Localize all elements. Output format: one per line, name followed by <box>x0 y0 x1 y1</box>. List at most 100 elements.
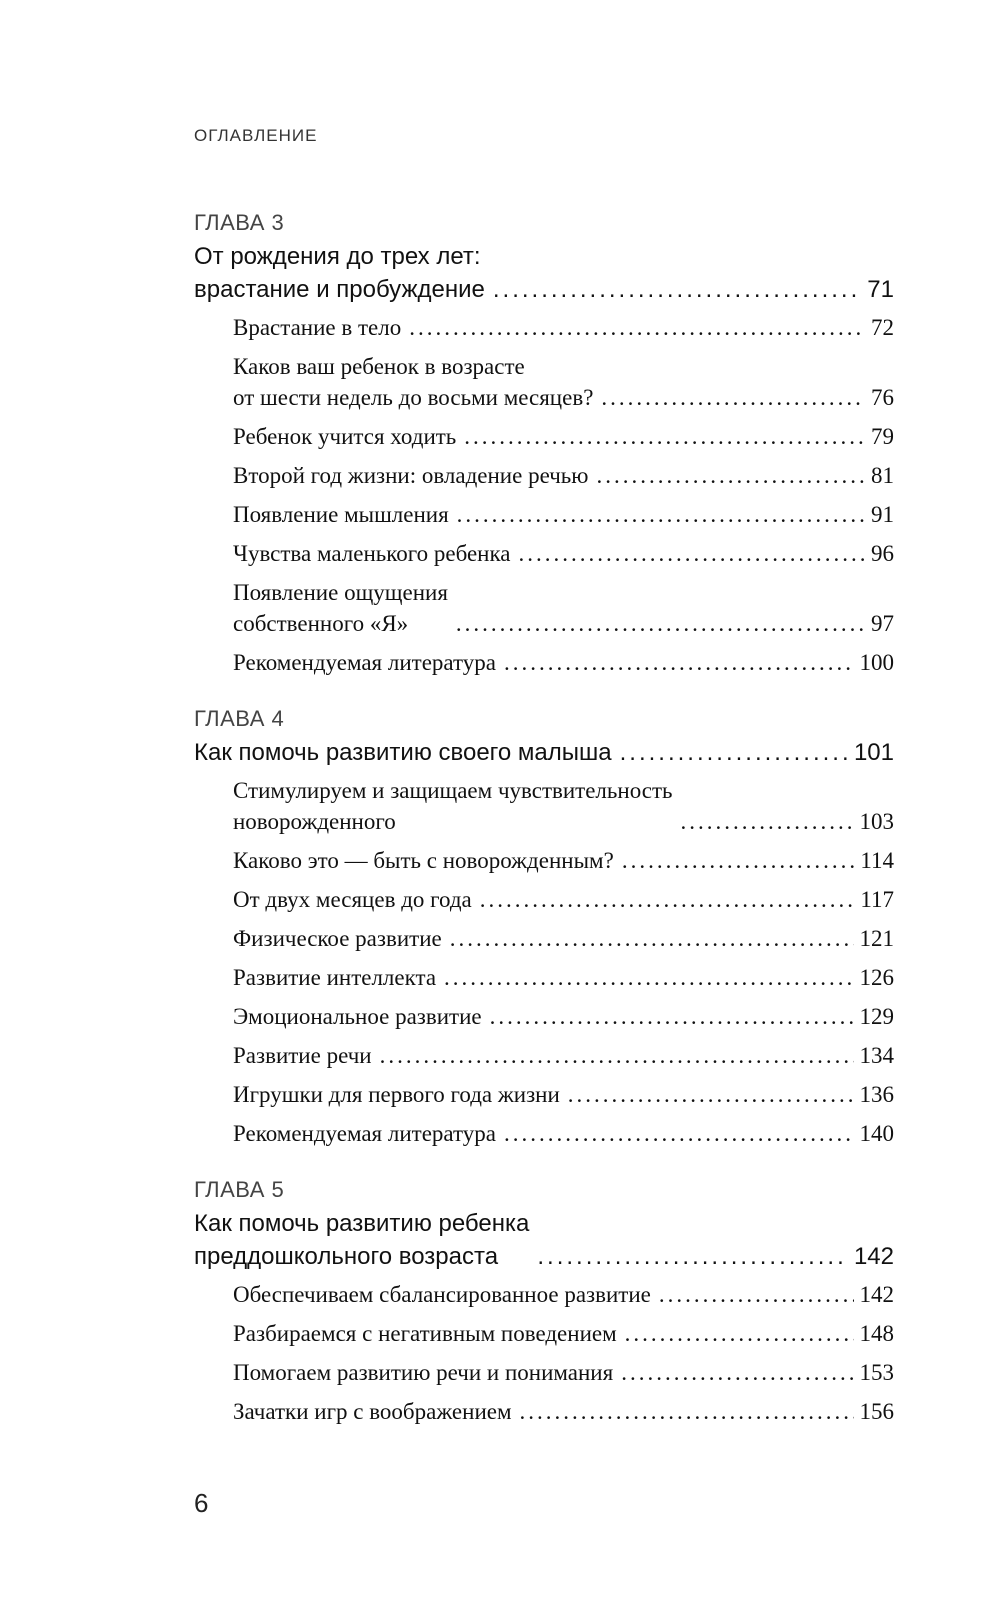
dot-leader <box>568 1079 854 1110</box>
entry-title: Зачатки игр с воображением <box>233 1399 512 1424</box>
entry-page: 103 <box>859 809 895 834</box>
entry-title: Эмоциональное развитие <box>233 1004 482 1029</box>
entry-page: 91 <box>871 502 894 527</box>
entry-page: 117 <box>860 887 894 912</box>
entry-page: 156 <box>859 1399 895 1424</box>
entry-page: 126 <box>859 965 895 990</box>
section-entry[interactable]: Чувства маленького ребенка 96 <box>194 538 894 569</box>
entry-title: От рождения до трех лет: врастание и про… <box>194 243 485 303</box>
section-entry[interactable]: Развитие речи 134 <box>194 1040 894 1071</box>
dot-leader <box>622 845 855 876</box>
section-entry[interactable]: Физическое развитие 121 <box>194 923 894 954</box>
entry-page: 134 <box>859 1043 895 1068</box>
chapter-entry[interactable]: Как помочь развитию ребенка преддошкольн… <box>194 1207 894 1273</box>
entry-page: 136 <box>859 1082 895 1107</box>
entry-title: Как помочь развитию ребенка преддошкольн… <box>194 1210 530 1270</box>
section-entry[interactable]: Рекомендуемая литература 140 <box>194 1118 894 1149</box>
entry-page: 79 <box>871 424 894 449</box>
entry-title: Чувства маленького ребенка <box>233 541 511 566</box>
entry-title: Помогаем развитию речи и понимания <box>233 1360 614 1385</box>
entry-page: 129 <box>859 1004 895 1029</box>
section-entry[interactable]: Каков ваш ребенок в возрасте от шести не… <box>194 351 894 413</box>
chapter: ГЛАВА 5 Как помочь развитию ребенка предд… <box>194 1173 894 1427</box>
entry-page: 140 <box>859 1121 895 1146</box>
chapter: ГЛАВА 3 От рождения до трех лет: врастани… <box>194 206 894 678</box>
dot-leader <box>409 312 865 343</box>
entry-page: 72 <box>871 315 894 340</box>
section-entry[interactable]: Рекомендуемая литература 100 <box>194 647 894 678</box>
entry-title: Врастание в тело <box>233 315 402 340</box>
dot-leader <box>601 382 865 413</box>
entry-page: 101 <box>853 739 894 766</box>
entry-page: 114 <box>860 848 894 873</box>
dot-leader <box>493 273 861 306</box>
entry-page: 148 <box>859 1321 895 1346</box>
entry-title: Как помочь развитию своего малыша <box>194 739 612 766</box>
entry-title: Игрушки для первого года жизни <box>233 1082 560 1107</box>
section-entry[interactable]: Ребенок учится ходить 79 <box>194 421 894 452</box>
chapter: ГЛАВА 4 Как помочь развитию своего малыша… <box>194 702 894 1149</box>
section-entry[interactable]: Развитие интеллекта 126 <box>194 962 894 993</box>
entry-page: 100 <box>859 650 895 675</box>
entry-title: Развитие речи <box>233 1043 372 1068</box>
entry-page: 96 <box>871 541 894 566</box>
section-entry[interactable]: От двух месяцев до года 117 <box>194 884 894 915</box>
dot-leader <box>456 608 865 639</box>
entry-page: 97 <box>871 611 894 636</box>
section-entry[interactable]: Разбираемся с негативным поведением 148 <box>194 1318 894 1349</box>
entry-title: Стимулируем и защищаем чувствительность … <box>233 778 673 834</box>
dot-leader <box>450 923 854 954</box>
entry-page: 76 <box>871 385 894 410</box>
entry-page: 81 <box>871 463 894 488</box>
entry-title: Каково это — быть с новорожденным? <box>233 848 614 873</box>
section-entry[interactable]: Каково это — быть с новорожденным? 114 <box>194 845 894 876</box>
entry-title: Ребенок учится ходить <box>233 424 457 449</box>
dot-leader <box>520 1396 854 1427</box>
section-entry[interactable]: Второй год жизни: овладение речью 81 <box>194 460 894 491</box>
entry-title: Развитие интеллекта <box>233 965 437 990</box>
dot-leader <box>681 806 854 837</box>
entry-title: Обеспечиваем сбалансированное развитие <box>233 1282 651 1307</box>
entry-title: Каков ваш ребенок в возрасте от шести не… <box>233 354 594 410</box>
dot-leader <box>537 1240 848 1273</box>
section-entry[interactable]: Игрушки для первого года жизни 136 <box>194 1079 894 1110</box>
dot-leader <box>659 1279 854 1310</box>
entry-page: 71 <box>867 276 894 303</box>
dot-leader <box>480 884 855 915</box>
chapter-label: ГЛАВА 5 <box>194 1177 285 1202</box>
chapter-entry[interactable]: Как помочь развитию своего малыша 101 <box>194 736 894 769</box>
section-entry[interactable]: Помогаем развитию речи и понимания 153 <box>194 1357 894 1388</box>
running-header: ОГЛАВЛЕНИЕ <box>194 126 318 145</box>
entry-title: Физическое развитие <box>233 926 442 951</box>
dot-leader <box>380 1040 854 1071</box>
entry-page: 142 <box>859 1282 895 1307</box>
entry-page: 121 <box>859 926 895 951</box>
entry-title: От двух месяцев до года <box>233 887 472 912</box>
entry-title: Рекомендуемая литература <box>233 1121 496 1146</box>
section-entry[interactable]: Эмоциональное развитие 129 <box>194 1001 894 1032</box>
entry-title: Рекомендуемая литература <box>233 650 496 675</box>
section-entry[interactable]: Появление ощущения собственного «Я» 97 <box>194 577 894 639</box>
chapter-entry[interactable]: От рождения до трех лет: врастание и про… <box>194 240 894 306</box>
section-entry[interactable]: Появление мышления 91 <box>194 499 894 530</box>
dot-leader <box>596 460 865 491</box>
section-entry[interactable]: Обеспечиваем сбалансированное развитие 14… <box>194 1279 894 1310</box>
chapter-label: ГЛАВА 4 <box>194 706 285 731</box>
dot-leader <box>621 1357 853 1388</box>
entry-page: 142 <box>853 1243 894 1270</box>
entry-title: Второй год жизни: овладение речью <box>233 463 589 488</box>
entry-page: 153 <box>859 1360 895 1385</box>
dot-leader <box>464 421 865 452</box>
table-of-contents: ГЛАВА 3 От рождения до трех лет: врастани… <box>194 206 894 1451</box>
entry-title: Разбираемся с негативным поведением <box>233 1321 617 1346</box>
section-entry[interactable]: Стимулируем и защищаем чувствительность … <box>194 775 894 837</box>
dot-leader <box>490 1001 854 1032</box>
dot-leader <box>519 538 865 569</box>
entry-title: Появление мышления <box>233 502 449 527</box>
dot-leader <box>457 499 865 530</box>
dot-leader <box>504 1118 854 1149</box>
dot-leader <box>620 736 848 769</box>
section-entry[interactable]: Врастание в тело 72 <box>194 312 894 343</box>
entry-title: Появление ощущения собственного «Я» <box>233 580 448 636</box>
section-entry[interactable]: Зачатки игр с воображением 156 <box>194 1396 894 1427</box>
